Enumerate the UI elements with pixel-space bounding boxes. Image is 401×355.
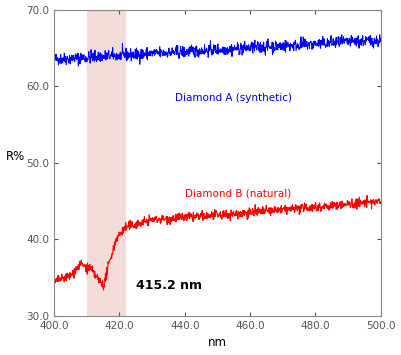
Bar — [87, 10, 126, 316]
Text: 415.2 nm: 415.2 nm — [136, 279, 202, 291]
Y-axis label: R%: R% — [6, 150, 25, 163]
Text: Diamond B (natural): Diamond B (natural) — [185, 189, 291, 198]
Text: Diamond A (synthetic): Diamond A (synthetic) — [175, 93, 292, 103]
X-axis label: nm: nm — [208, 337, 227, 349]
